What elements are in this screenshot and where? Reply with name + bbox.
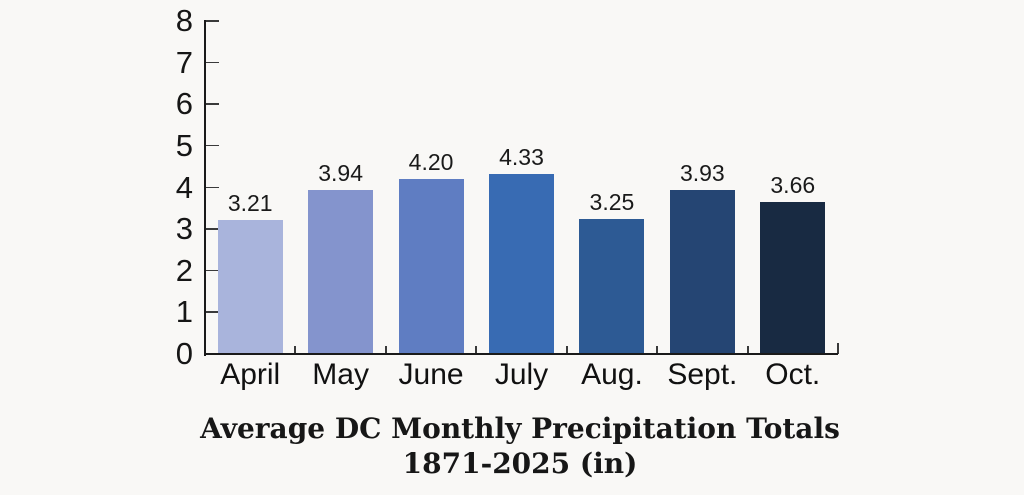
x-axis-tick — [656, 346, 659, 354]
x-axis-label: Oct. — [765, 358, 821, 391]
x-axis-label: Aug. — [581, 358, 643, 391]
y-axis-tick-label: 5 — [175, 127, 193, 163]
chart-title-line2: 1871-2025 (in) — [402, 447, 638, 480]
y-axis-tick-label: 7 — [175, 44, 193, 80]
bar-aug — [579, 218, 645, 354]
bar-value-label: 3.94 — [318, 159, 364, 186]
chart-title-line1: Average DC Monthly Precipitation Totals — [200, 412, 840, 445]
x-axis-line — [204, 353, 838, 355]
bar-sept — [669, 190, 735, 354]
y-axis-tick — [205, 20, 219, 22]
bar-value-label: 4.33 — [499, 143, 544, 170]
x-axis-tick — [746, 346, 749, 354]
bar-value-label: 3.66 — [770, 171, 816, 198]
chart-title: Average DC Monthly Precipitation Totals … — [20, 411, 1020, 481]
x-axis-label: May — [312, 358, 369, 391]
x-axis-tick — [475, 346, 478, 354]
x-axis-label: April — [220, 358, 281, 391]
y-axis-line — [204, 20, 206, 356]
y-axis-tick-label: 8 — [175, 3, 193, 38]
y-axis-tick — [205, 269, 219, 272]
y-axis-tick-label: 1 — [175, 294, 193, 330]
bar-value-label: 3.93 — [679, 160, 725, 187]
bar-july — [489, 173, 554, 354]
y-axis-tick — [205, 61, 219, 64]
y-axis-tick — [205, 228, 219, 230]
x-axis-tick — [294, 346, 297, 354]
bar-may — [308, 189, 374, 354]
bar-value-label: 3.25 — [589, 188, 635, 215]
x-axis-label: July — [494, 358, 549, 391]
y-axis-tick — [205, 311, 219, 313]
y-axis-tick-label: 0 — [175, 336, 193, 371]
y-axis-tick-label: 4 — [175, 169, 193, 205]
x-axis-tick — [384, 346, 387, 354]
y-axis-tick — [205, 103, 219, 105]
bar-june — [398, 179, 464, 354]
x-axis-label: Sept. — [667, 358, 738, 391]
x-axis-tick — [565, 346, 568, 354]
bar-value-label: 4.20 — [408, 149, 454, 176]
y-axis-tick-label: 6 — [175, 86, 193, 122]
y-axis-tick-label: 3 — [175, 211, 193, 247]
y-axis-tick-label: 2 — [175, 252, 193, 288]
y-axis-tick — [205, 186, 219, 189]
bar-oct — [760, 201, 826, 354]
bar-value-label: 3.21 — [227, 190, 273, 217]
bar-april — [217, 220, 283, 354]
y-axis-tick — [205, 144, 219, 147]
x-axis-tick — [837, 343, 839, 354]
x-axis-label: June — [398, 358, 464, 391]
